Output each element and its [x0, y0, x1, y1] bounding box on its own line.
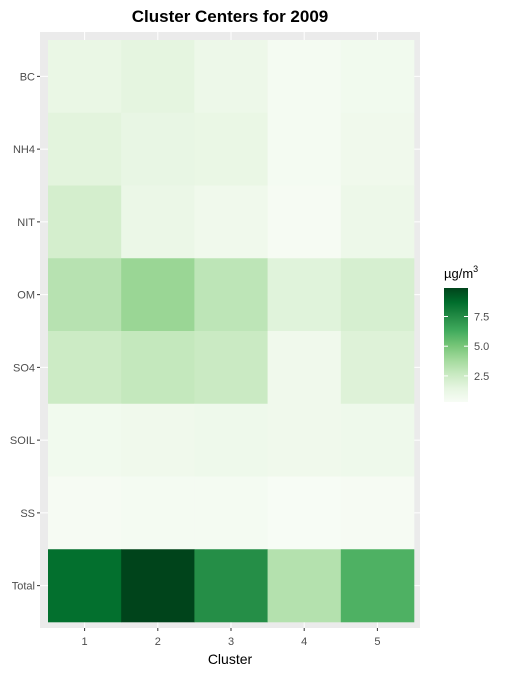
heatmap-cell-bc-2: [121, 40, 195, 113]
heatmap-cell-nit-3: [194, 186, 268, 259]
heatmap-cell-nit-4: [268, 186, 342, 259]
y-tick-label: BC: [20, 71, 35, 83]
heatmap-cell-soil-5: [341, 404, 415, 477]
y-tick-label: NIT: [17, 217, 35, 229]
heatmap-cell-soil-3: [194, 404, 268, 477]
heatmap-cell-so4-4: [268, 331, 342, 404]
y-tick-label: SS: [20, 508, 35, 520]
y-tick-label: SO4: [13, 362, 35, 374]
heatmap-cell-nit-5: [341, 186, 415, 259]
y-tick-label: Total: [12, 581, 35, 593]
heatmap-cell-om-1: [48, 258, 122, 331]
legend-title-base: µg/m: [444, 266, 473, 281]
heatmap-cell-so4-5: [341, 331, 415, 404]
heatmap-cell-so4-3: [194, 331, 268, 404]
y-tick-label: OM: [17, 290, 35, 302]
legend-title-sup: 3: [473, 264, 478, 274]
heatmap-cell-soil-1: [48, 404, 122, 477]
x-tick-label: 2: [155, 636, 161, 648]
x-axis: 1 2 3 4 5: [82, 628, 381, 648]
heatmap-cell-om-4: [268, 258, 342, 331]
heatmap-cells: [48, 40, 414, 622]
heatmap-cell-nit-1: [48, 186, 122, 259]
legend: µg/m3 2.5 5.0 7.5: [444, 264, 489, 402]
heatmap-cell-nh4-4: [268, 113, 342, 186]
x-tick-label: 3: [228, 636, 234, 648]
heatmap-cell-om-3: [194, 258, 268, 331]
heatmap-cell-om-2: [121, 258, 195, 331]
legend-title: µg/m3: [444, 264, 478, 281]
legend-tick-label: 5.0: [474, 341, 489, 353]
heatmap-cell-nh4-1: [48, 113, 122, 186]
heatmap-cell-ss-4: [268, 477, 342, 550]
x-tick-label: 4: [301, 636, 307, 648]
heatmap-cell-ss-5: [341, 477, 415, 550]
heatmap-cell-om-5: [341, 258, 415, 331]
heatmap-cell-total-1: [48, 549, 122, 622]
heatmap-cell-bc-4: [268, 40, 342, 113]
x-axis-title: Cluster: [208, 651, 253, 667]
y-axis: BC NH4 NIT OM SO4 SOIL SS Total: [10, 71, 40, 592]
legend-tick-label: 7.5: [474, 312, 489, 324]
heatmap-cell-soil-2: [121, 404, 195, 477]
heatmap-cell-ss-1: [48, 477, 122, 550]
heatmap-cell-nit-2: [121, 186, 195, 259]
y-tick-label: SOIL: [10, 435, 35, 447]
heatmap-cell-total-5: [341, 549, 415, 622]
heatmap-cell-nh4-2: [121, 113, 195, 186]
heatmap-cell-bc-3: [194, 40, 268, 113]
x-tick-label: 5: [374, 636, 380, 648]
heatmap-cell-total-3: [194, 549, 268, 622]
heatmap-cell-so4-2: [121, 331, 195, 404]
heatmap-cell-total-2: [121, 549, 195, 622]
heatmap-cell-nh4-5: [341, 113, 415, 186]
legend-tick-label: 2.5: [474, 371, 489, 383]
heatmap-cell-ss-2: [121, 477, 195, 550]
heatmap-cell-bc-1: [48, 40, 122, 113]
heatmap-cell-total-4: [268, 549, 342, 622]
x-tick-label: 1: [82, 636, 88, 648]
heatmap-cell-nh4-3: [194, 113, 268, 186]
heatmap-cell-soil-4: [268, 404, 342, 477]
heatmap-cell-ss-3: [194, 477, 268, 550]
y-tick-label: NH4: [13, 144, 35, 156]
heatmap-cell-so4-1: [48, 331, 122, 404]
heatmap-cell-bc-5: [341, 40, 415, 113]
legend-colorbar: [444, 288, 468, 402]
chart-title: Cluster Centers for 2009: [132, 7, 329, 26]
